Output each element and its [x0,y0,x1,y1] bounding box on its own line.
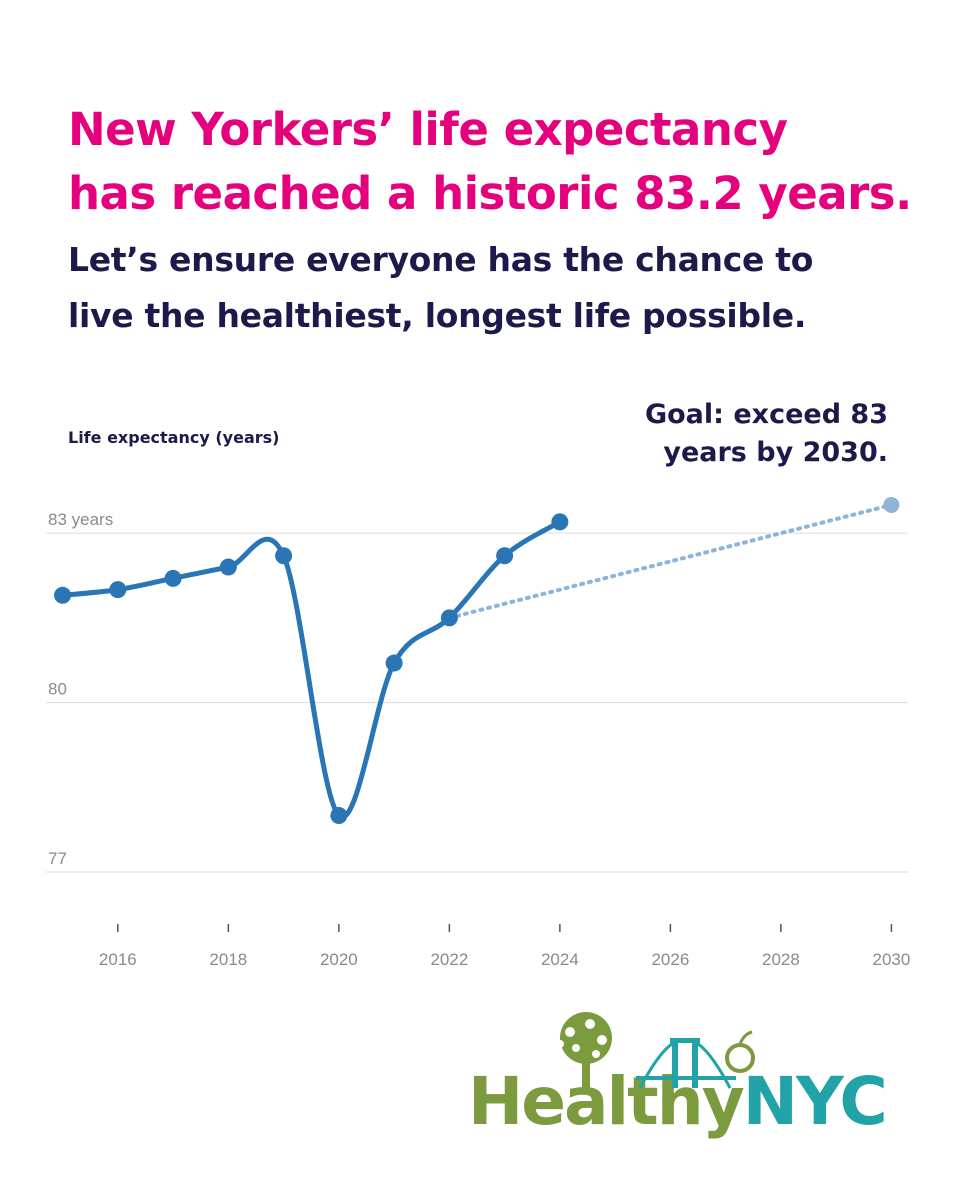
goal-annotation-line-2: years by 2030. [663,437,888,468]
data-point-2024 [551,513,569,531]
y-tick-label-83: 83 years [48,510,113,529]
data-point-2018 [219,558,237,576]
y-axis-label: Life expectancy (years) [68,428,280,447]
logo-text-healthy: Healthy [468,1063,745,1140]
goal-projection-line [447,502,894,620]
x-tick-label-2022: 2022 [430,950,468,969]
bridge-icon [636,1038,736,1089]
x-tick-label-2030: 2030 [873,950,911,969]
x-tick-label-2026: 2026 [651,950,689,969]
y-tick-label-77: 77 [48,849,67,868]
subheadline-line-2: live the healthiest, longest life possib… [68,296,807,335]
data-point-2015 [54,586,72,604]
x-tick-label-2016: 2016 [99,950,137,969]
subheadline-line-1: Let’s ensure everyone has the chance to [68,240,814,279]
data-point-2016 [109,581,127,599]
data-point-2021 [385,654,403,672]
gridlines [46,532,908,873]
life-expectancy-line [60,519,563,820]
life-expectancy-chart: 83 years 80 77 2016 2018 2020 2022 2024 2026 202… [46,496,910,969]
logo-text-nyc: NYC [742,1063,888,1140]
x-tick-label-2020: 2020 [320,950,358,969]
headline: New Yorkers’ life expectancy has reached… [68,98,948,226]
goal-annotation-line-1: Goal: exceed 83 [644,399,888,430]
x-axis-ticks: 2016 2018 2020 2022 2024 2026 2028 2030 [99,924,910,969]
data-point-2023 [496,547,514,565]
logo-tree-bridge-apple-icon [556,1012,755,1089]
x-tick-label-2028: 2028 [762,950,800,969]
data-point-2019 [275,547,293,565]
subheadline: Let’s ensure everyone has the chance to … [68,232,948,344]
apple-icon [725,1030,755,1073]
data-point-2017 [164,569,182,587]
headline-line-1: New Yorkers’ life expectancy [68,103,788,156]
data-point-2022 [440,609,458,627]
data-point-2020 [330,807,348,825]
tree-icon [556,1012,612,1088]
x-tick-label-2024: 2024 [541,950,579,969]
goal-annotation: Goal: exceed 83 years by 2030. [588,396,888,472]
y-tick-label-80: 80 [48,680,67,699]
y-tick-labels: 83 years 80 77 [48,510,113,868]
chart-series [54,496,900,825]
headline-line-2: has reached a historic 83.2 years. [68,167,912,220]
healthy-nyc-logo: HealthyNYC [468,1062,888,1142]
x-tick-label-2018: 2018 [209,950,247,969]
goal-point-2030 [883,496,900,513]
